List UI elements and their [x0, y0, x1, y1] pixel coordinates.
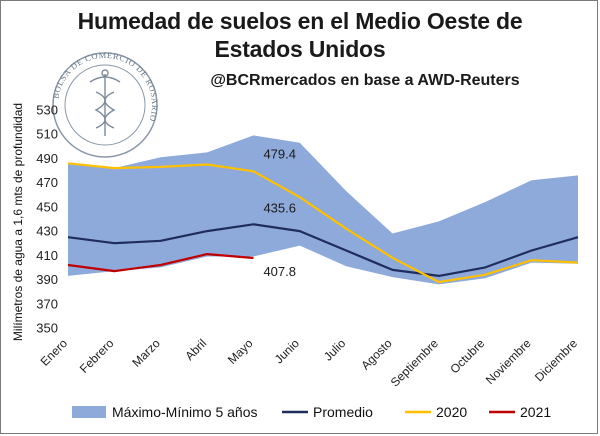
y-tick-label: 430 [36, 224, 58, 239]
series-line-2020 [67, 162, 579, 284]
x-tick-label: Septiembre [388, 336, 442, 390]
legend-swatch-band [72, 406, 106, 418]
y-tick-label: 370 [36, 296, 58, 311]
y-tick-label: 410 [36, 248, 58, 263]
bcr-seal-logo: BOLSA DE COMERCIO DE ROSARIO [50, 50, 160, 158]
x-tick-label: Octubre [447, 336, 487, 376]
y-tick-label: 510 [36, 127, 58, 142]
x-tick-label: Diciembre [532, 336, 580, 384]
legend-label-promedio: Promedio [313, 404, 373, 420]
x-tick-label: Enero [38, 336, 71, 369]
y-tick-label: 350 [36, 321, 58, 336]
chart-subtitle: @BCRmercados en base a AWD-Reuters [210, 72, 520, 89]
series-line-2021 [67, 253, 254, 273]
x-tick-label: Agosto [358, 336, 395, 373]
y-tick-label: 470 [36, 175, 58, 190]
x-tick-label: Febrero [77, 336, 117, 376]
x-tick-label: Junio [272, 336, 302, 366]
y-axis-label: Milímetros de agua a 1,6 mts de profundi… [11, 103, 25, 341]
x-tick-label: Noviembre [483, 336, 534, 387]
x-tick-label: Abril [182, 336, 209, 363]
y-tick-label: 450 [36, 199, 58, 214]
data-label-promedio: 435.6 [263, 200, 296, 215]
series-line-promedio [67, 223, 579, 277]
data-label-2020: 479.4 [263, 146, 296, 161]
chart-title-line-2: Estados Unidos [214, 36, 386, 62]
y-tick-label: 390 [36, 272, 58, 287]
x-tick-label: Mayo [225, 336, 256, 367]
data-label-2021: 407.8 [263, 264, 296, 279]
y-tick-label: 530 [36, 103, 58, 118]
chart-title-line-1: Humedad de suelos en el Medio Oeste de [77, 8, 523, 34]
x-tick-label: Marzo [129, 336, 163, 370]
legend-label-2020: 2020 [436, 404, 467, 420]
band-max-min-area [68, 135, 578, 285]
legend-label-2021: 2021 [520, 404, 551, 420]
x-tick-label: Julio [321, 336, 349, 364]
legend-label-band: Máximo-Mínimo 5 años [112, 404, 258, 420]
y-tick-label: 490 [36, 151, 58, 166]
caduceus-icon [89, 69, 121, 136]
legend: Máximo-Mínimo 5 años Promedio 2020 2021 [72, 404, 551, 420]
